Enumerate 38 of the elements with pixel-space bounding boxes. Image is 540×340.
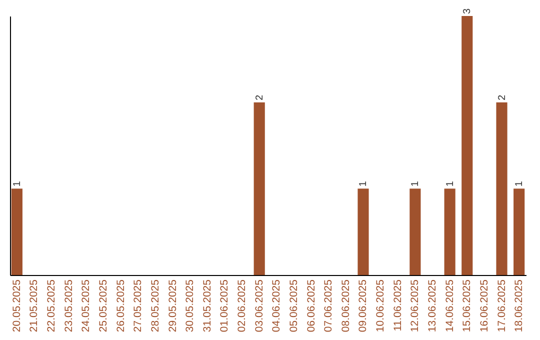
x-tick-label: 10.06.2025: [374, 279, 387, 332]
x-tick-label: 24.05.2025: [80, 279, 92, 332]
x-tick-label: 28.05.2025: [149, 279, 162, 332]
data-label: 3: [462, 8, 474, 14]
x-tick-label: 02.06.2025: [236, 279, 248, 332]
x-tick-label: 27.05.2025: [132, 279, 144, 332]
x-tick-label: 08.06.2025: [340, 279, 352, 332]
x-tick-label: 11.06.2025: [392, 279, 404, 332]
x-tick-label: 23.05.2025: [62, 279, 75, 332]
x-tick-label: 07.06.2025: [322, 279, 335, 332]
x-tick-label: 01.06.2025: [218, 279, 231, 332]
x-tick-label: 03.06.2025: [253, 279, 266, 332]
x-tick-label: 29.05.2025: [166, 279, 179, 332]
x-tick-label: 17.06.2025: [496, 279, 508, 332]
x-tick-label: 26.05.2025: [114, 279, 127, 332]
x-tick-label: 13.06.2025: [426, 279, 438, 332]
x-tick-label: 22.05.2025: [46, 279, 58, 332]
data-label: 1: [410, 180, 422, 187]
x-tick-label: 14.06.2025: [444, 279, 456, 332]
x-tick-label: 21.05.2025: [28, 279, 40, 332]
data-label: 1: [358, 180, 370, 187]
data-label: 1: [514, 180, 526, 187]
data-label: 1: [444, 180, 456, 187]
x-tick-label: 31.05.2025: [201, 279, 214, 332]
data-label: 1: [12, 180, 23, 187]
x-tick-label: 04.06.2025: [270, 279, 283, 332]
x-tick-label: 06.06.2025: [305, 279, 318, 332]
x-tick-label: 25.05.2025: [98, 279, 110, 332]
x-tick-label: 15.06.2025: [461, 279, 474, 332]
x-tick-label: 20.05.2025: [10, 279, 23, 332]
data-label: 2: [254, 94, 266, 100]
x-tick-label: 18.06.2025: [513, 279, 526, 332]
x-tick-label: 12.06.2025: [409, 279, 422, 332]
x-tick-label: 30.05.2025: [184, 279, 196, 332]
x-tick-label: 09.06.2025: [357, 279, 370, 332]
x-tick-label: 05.06.2025: [288, 279, 300, 332]
data-label: 2: [496, 94, 508, 100]
x-tick-label: 16.06.2025: [478, 279, 490, 332]
